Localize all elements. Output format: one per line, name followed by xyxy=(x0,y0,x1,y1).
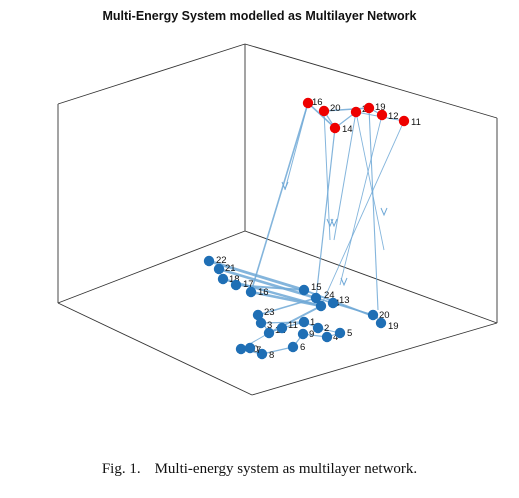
lower-layer-node-label: 2 xyxy=(324,323,329,334)
axis-box-line xyxy=(57,302,253,396)
lower-layer-node-4 xyxy=(321,331,333,343)
network-edge xyxy=(208,259,305,292)
axis-box-line xyxy=(251,322,498,396)
caption-text: Multi-energy system as multilayer networ… xyxy=(154,461,418,477)
lower-layer-node-label: 5 xyxy=(347,328,352,339)
lower-layer-node-6 xyxy=(287,341,299,353)
lower-layer-node-23 xyxy=(252,309,264,321)
lower-layer-node-19 xyxy=(375,317,387,329)
lower-layer-node-label: 15 xyxy=(311,282,322,293)
axis-box-line xyxy=(57,230,246,304)
lower-layer-node-13 xyxy=(327,297,339,309)
upper-layer-node-12 xyxy=(376,109,388,121)
lower-layer-node-label: 24 xyxy=(324,290,335,301)
figure-title: Multi-Energy System modelled as Multilay… xyxy=(102,9,417,23)
lower-layer-node-label: 23 xyxy=(264,307,275,318)
lower-layer-node-label: 21 xyxy=(225,263,236,274)
network-edge xyxy=(260,321,305,324)
lower-layer-node-21 xyxy=(213,263,225,275)
lower-layer-node-label: 11 xyxy=(288,320,298,331)
lower-layer-node-7 xyxy=(244,342,256,354)
lower-layer-node-17 xyxy=(230,279,242,291)
upper-layer-node-label: 11 xyxy=(411,117,421,128)
edge-arrowhead xyxy=(330,218,338,228)
network-edge xyxy=(315,127,336,299)
network-edge xyxy=(323,110,331,241)
network-edge xyxy=(284,102,309,191)
nodes: 1620241912111422211817161524141323121119… xyxy=(203,97,421,361)
upper-layer-node-14 xyxy=(329,122,341,134)
lower-layer-node-label: 1 xyxy=(310,317,315,328)
lower-layer-node-22 xyxy=(203,255,215,267)
axes-box xyxy=(57,43,498,396)
lower-layer-node-20 xyxy=(367,309,379,321)
lower-layer-node-1 xyxy=(298,316,310,328)
network-edge xyxy=(250,290,322,308)
network-edge xyxy=(235,284,305,291)
lower-layer-node-10 xyxy=(235,343,247,355)
upper-layer-node-16 xyxy=(302,97,314,109)
lower-layer-node-24 xyxy=(310,292,322,304)
lower-layer-node-2 xyxy=(312,322,324,334)
network-edge xyxy=(218,267,317,300)
lower-layer-node-label: 17 xyxy=(243,279,254,290)
axis-box-line xyxy=(57,43,246,105)
edge-arrowhead xyxy=(281,181,289,191)
lower-layer-node-label: 19 xyxy=(388,321,399,332)
upper-layer-node-20 xyxy=(318,105,330,117)
lower-layer-node-12 xyxy=(263,327,275,339)
lower-layer-node-15 xyxy=(298,284,310,296)
lower-layer-node-3 xyxy=(255,317,267,329)
lower-layer-node-8 xyxy=(256,348,268,360)
lower-layer-node-label: 20 xyxy=(379,310,390,321)
network-edge xyxy=(261,346,294,355)
lower-layer-node-label: 18 xyxy=(229,274,240,285)
upper-layer-node-24 xyxy=(350,106,362,118)
upper-layer-node-label: 19 xyxy=(375,102,386,113)
network-edge xyxy=(355,111,385,251)
network-edge xyxy=(333,111,357,241)
edge-arrowhead xyxy=(380,207,388,217)
network-edge xyxy=(257,297,317,316)
network-edge xyxy=(368,107,379,311)
lower-layer-node-label: 16 xyxy=(258,287,269,298)
lower-layer-node-label: 9 xyxy=(309,329,314,340)
figure-caption: Fig. 1. Multi-energy system as multilayer… xyxy=(0,461,519,478)
lower-layer-node-11 xyxy=(276,322,288,334)
lower-layer-node-14 xyxy=(315,300,327,312)
upper-layer-node-label: 20 xyxy=(330,103,341,114)
lower-layer-node-label: 6 xyxy=(300,342,305,353)
network-edge xyxy=(315,297,374,316)
lower-layer-node-16 xyxy=(245,286,257,298)
lower-layer-node-label: 3 xyxy=(267,320,272,331)
lower-layer-node-label: 22 xyxy=(216,255,227,266)
upper-layer-node-label: 14 xyxy=(342,124,353,135)
upper-layer-node-label: 16 xyxy=(312,97,323,108)
network-edge xyxy=(250,102,309,293)
lower-layer-node-9 xyxy=(297,328,309,340)
network-edge xyxy=(320,120,405,307)
upper-layer-node-label: 12 xyxy=(388,111,399,122)
lower-layer-node-label: 8 xyxy=(269,350,274,361)
lower-layer-node-label: 7 xyxy=(256,345,261,356)
axis-box-line xyxy=(244,43,498,119)
edge-arrowhead xyxy=(340,277,348,287)
network-edge xyxy=(323,107,370,112)
multilayer-network-plot: 1620241912111422211817161524141323121119… xyxy=(57,43,498,396)
lower-layer-node-label: 13 xyxy=(339,295,350,306)
lower-layer-node-18 xyxy=(217,273,229,285)
caption-number: Fig. 1. xyxy=(101,461,141,477)
upper-layer-node-19 xyxy=(363,102,375,114)
network-edge xyxy=(339,114,383,286)
lower-layer-node-label: 4 xyxy=(333,332,338,343)
lower-layer-node-5 xyxy=(334,327,346,339)
axis-box-line xyxy=(244,230,498,324)
upper-layer-node-11 xyxy=(398,115,410,127)
